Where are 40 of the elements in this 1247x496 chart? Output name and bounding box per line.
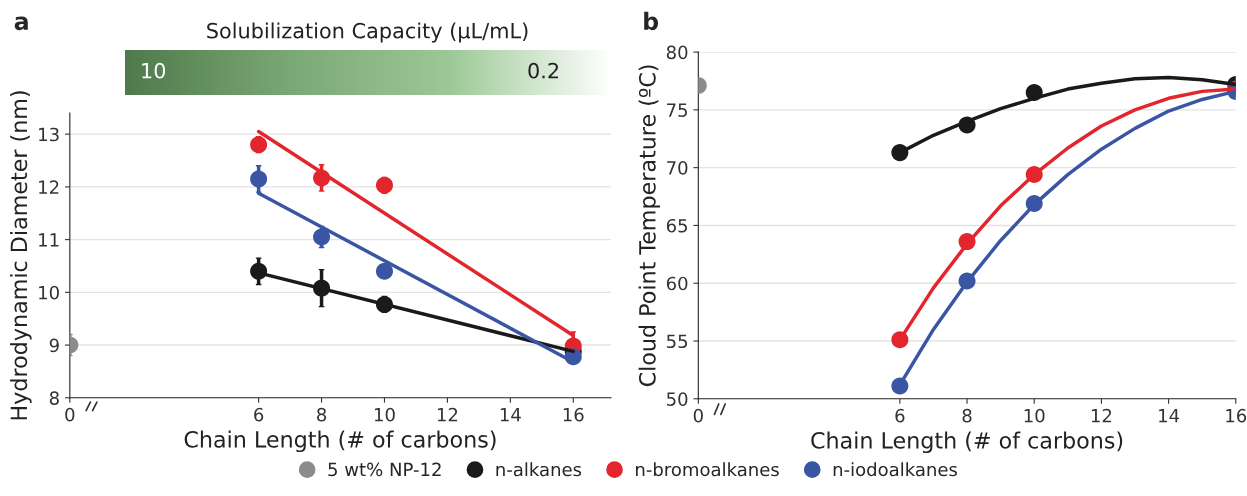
y-tick-label: 8 [49,391,59,405]
text: 10 [142,62,166,79]
x-tick-label: 0 [693,408,703,423]
y-tick-label: 11 [39,233,59,247]
text: 0.2 [528,62,559,79]
y-tick-label: 50 [667,392,688,406]
x-tick-label: 8 [317,407,327,422]
legend-label: n-bromoalkanes [636,462,779,477]
x-tick-label: 14 [1159,409,1180,423]
x-tick-label: 12 [437,407,458,422]
legend-label: n-iodoalkanes [833,462,958,477]
x-tick-label: 14 [500,408,521,422]
y-tick-label: 9 [49,338,59,353]
y-tick-label: 70 [667,161,688,175]
x-axis-title: Chain Length (# of carbons) [811,431,1123,454]
x-tick-label: 8 [962,408,972,423]
x-tick-label: 6 [254,407,264,422]
x-tick-label: 16 [563,407,584,422]
y-tick-label: 13 [39,127,59,142]
y-tick-label: 65 [666,218,688,233]
y-tick-label: 12 [39,180,59,194]
x-tick-label: 10 [1024,408,1045,423]
legend-label: 5 wt% NP-12 [328,462,441,477]
y-tick-label: 75 [667,103,688,117]
x-tick-label: 0 [65,407,75,422]
legend-label: n-alkanes [496,462,582,477]
y-axis-title: Hydrodynamic Diameter (nm) [10,91,32,420]
y-tick-label: 55 [667,334,688,349]
y-tick-label: 60 [666,276,688,291]
y-axis-title: Cloud Point Temperature (ºC) [638,65,661,387]
chart-title: b [644,11,659,31]
x-tick-label: 10 [374,407,395,422]
x-tick-label: 16 [1226,408,1247,423]
y-tick-label: 80 [666,45,688,60]
y-tick-label: 10 [39,285,59,300]
x-axis-title: Chain Length (# of carbons) [184,430,496,453]
x-tick-label: 6 [895,408,905,423]
x-tick-label: 12 [1091,408,1112,423]
text: Solubilization Capacity (µL/mL) [207,22,528,43]
chart-title: a [14,16,28,31]
